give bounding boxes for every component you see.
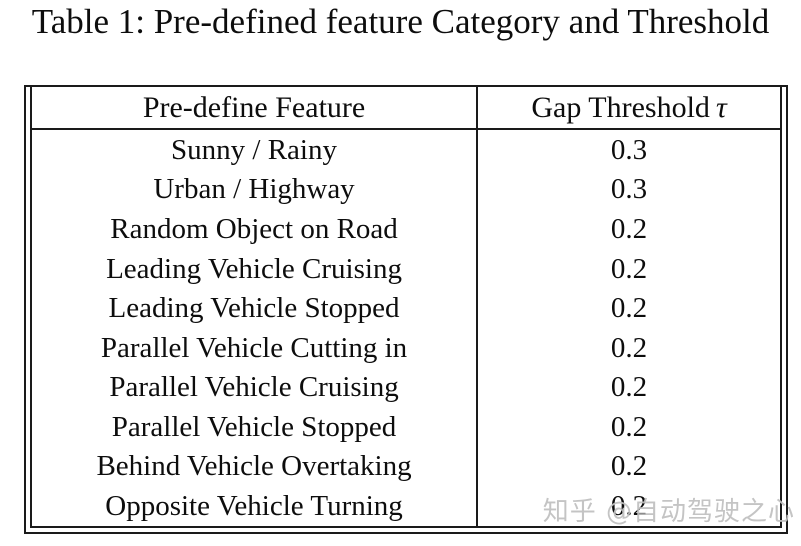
feature-cell: Random Object on Road <box>32 209 479 249</box>
table-row: Sunny / Rainy 0.3 <box>32 129 780 170</box>
table-row: Leading Vehicle Cruising 0.2 <box>32 248 780 289</box>
threshold-cell: 0.2 <box>610 292 648 325</box>
table-row: Opposite Vehicle Turning 0.2 <box>32 486 780 526</box>
table-row: Random Object on Road 0.2 <box>32 209 780 249</box>
feature-cell: Parallel Vehicle Stopped <box>32 407 479 447</box>
feature-cell: Parallel Vehicle Cutting in <box>32 328 479 368</box>
feature-cell: Behind Vehicle Overtaking <box>32 446 479 487</box>
column-header-feature: Pre-define Feature <box>32 87 479 130</box>
column-header-threshold: Gap Threshold τ <box>477 87 780 130</box>
table-body: Sunny / Rainy 0.3 Urban / Highway 0.3 Random… <box>32 129 780 526</box>
tau-symbol: τ <box>715 90 727 124</box>
table-header: Pre-define Feature Gap Threshold τ <box>32 87 780 130</box>
table-frame-outer: Pre-define Feature Gap Threshold τ Sunny … <box>24 85 788 534</box>
table-caption: Table 1: Pre-defined feature Category an… <box>31 2 770 41</box>
table-row: Parallel Vehicle Cruising 0.2 <box>32 367 780 408</box>
threshold-cell: 0.2 <box>610 450 648 483</box>
feature-cell: Sunny / Rainy <box>32 129 479 170</box>
threshold-cell: 0.2 <box>610 212 648 245</box>
threshold-cell: 0.2 <box>610 371 648 404</box>
table-row: Parallel Vehicle Stopped 0.2 <box>32 407 780 447</box>
feature-threshold-table: Pre-define Feature Gap Threshold τ Sunny … <box>32 87 780 526</box>
threshold-cell: 0.2 <box>610 410 648 443</box>
column-header-threshold-label: Gap Threshold <box>531 90 710 124</box>
table-frame-inner: Pre-define Feature Gap Threshold τ Sunny … <box>30 87 782 528</box>
table-row: Leading Vehicle Stopped 0.2 <box>32 288 780 329</box>
threshold-cell: 0.2 <box>610 489 648 522</box>
feature-cell: Leading Vehicle Stopped <box>32 288 479 329</box>
feature-cell: Urban / Highway <box>32 169 479 210</box>
threshold-cell: 0.2 <box>610 252 648 285</box>
feature-cell: Opposite Vehicle Turning <box>32 486 479 526</box>
feature-cell: Parallel Vehicle Cruising <box>32 367 479 408</box>
threshold-cell: 0.2 <box>610 331 648 364</box>
header-row: Pre-define Feature Gap Threshold τ <box>32 87 780 130</box>
feature-cell: Leading Vehicle Cruising <box>32 248 479 289</box>
table-row: Behind Vehicle Overtaking 0.2 <box>32 446 780 487</box>
threshold-cell: 0.3 <box>610 173 648 206</box>
table-row: Urban / Highway 0.3 <box>32 169 780 210</box>
table-row: Parallel Vehicle Cutting in 0.2 <box>32 328 780 368</box>
threshold-cell: 0.3 <box>610 133 648 166</box>
column-header-feature-label: Pre-define Feature <box>142 90 366 124</box>
